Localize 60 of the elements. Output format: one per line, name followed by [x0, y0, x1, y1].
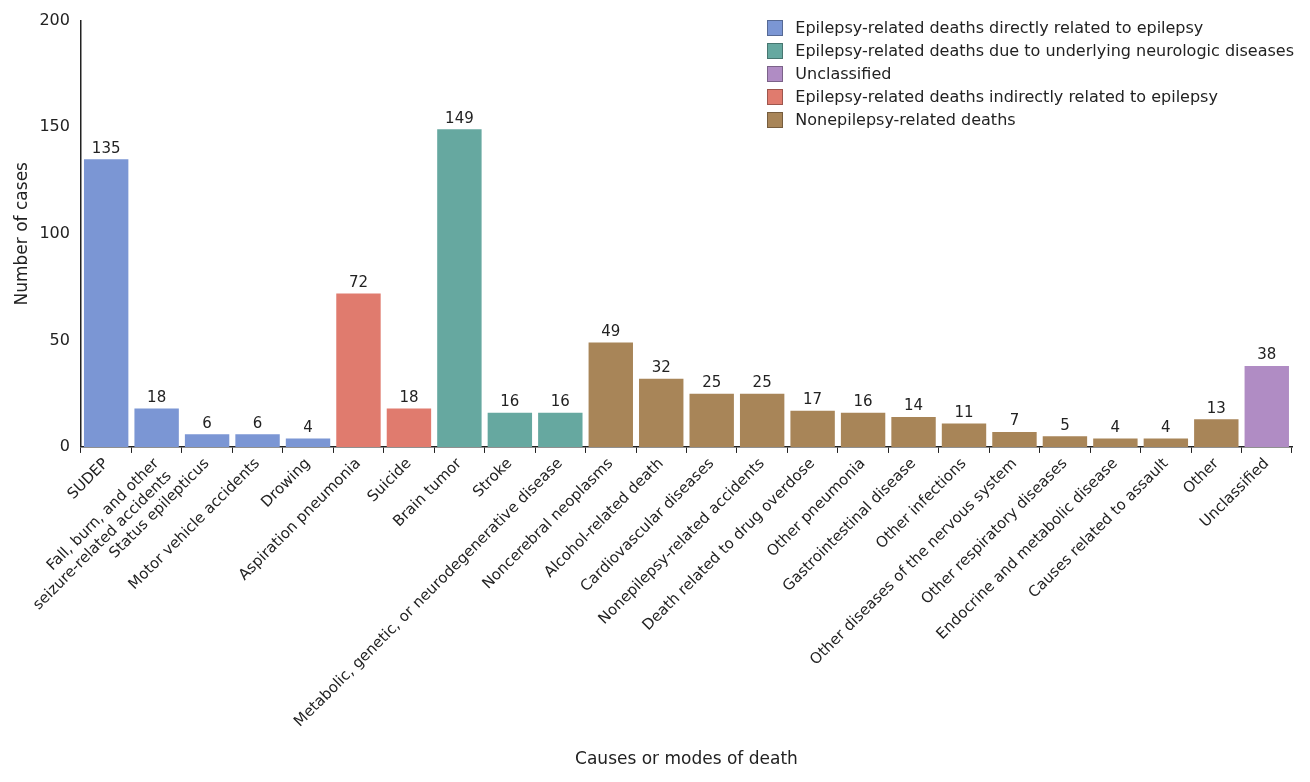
- bar: [1244, 365, 1289, 447]
- bar: [336, 293, 381, 447]
- data-label: 17: [803, 390, 823, 409]
- bar: [1194, 419, 1239, 447]
- bar: [1143, 438, 1189, 447]
- bar: [840, 412, 886, 447]
- data-label: 49: [601, 321, 621, 340]
- bar: [1042, 436, 1088, 447]
- x-axis-title: Causes or modes of death: [575, 748, 798, 769]
- bar: [992, 432, 1037, 447]
- bar: [487, 412, 533, 447]
- bar: [1093, 438, 1138, 447]
- data-label: 32: [651, 358, 671, 377]
- bar: [134, 408, 179, 447]
- bar: [739, 393, 785, 447]
- bar: [437, 129, 482, 447]
- data-label: 16: [500, 392, 520, 411]
- y-tick-label: 0: [59, 436, 70, 456]
- data-label: 4: [303, 417, 313, 436]
- data-label: 11: [954, 402, 974, 421]
- bar: [941, 423, 987, 447]
- legend-label: Unclassified: [795, 63, 892, 85]
- y-axis-title: Number of cases: [10, 161, 31, 306]
- bar: [538, 412, 583, 447]
- bar: [790, 410, 835, 447]
- data-label: 13: [1206, 398, 1226, 417]
- data-label: 25: [752, 373, 772, 392]
- data-label: 18: [147, 387, 167, 406]
- legend-label: Nonepilepsy-related deaths: [795, 109, 1016, 131]
- bar: [891, 417, 936, 447]
- legend-label: Epilepsy-related deaths due to underlying neurologic diseases: [795, 40, 1294, 62]
- data-label: 149: [445, 108, 474, 127]
- data-label: 72: [348, 272, 369, 291]
- data-label: 4: [1110, 417, 1121, 436]
- y-tick-label: 150: [39, 116, 70, 136]
- bar: [639, 378, 684, 447]
- data-label: 5: [1060, 415, 1070, 434]
- data-label: 14: [904, 396, 924, 415]
- bar: [184, 434, 230, 447]
- data-label: 18: [399, 387, 419, 406]
- data-label: 135: [91, 138, 121, 157]
- data-label: 25: [702, 373, 722, 392]
- data-label: 4: [1161, 417, 1171, 436]
- y-tick-label: 200: [39, 9, 70, 29]
- data-label: 6: [202, 413, 212, 432]
- legend-label: Epilepsy-related deaths directly related to epilepsy: [795, 17, 1204, 39]
- bar: [285, 438, 331, 447]
- bar: [689, 393, 734, 447]
- data-label: 38: [1257, 345, 1277, 364]
- bar: [588, 342, 633, 447]
- data-label: 7: [1009, 411, 1020, 430]
- legend-label: Epilepsy-related deaths indirectly related to epilepsy: [795, 86, 1218, 108]
- y-tick-label: 100: [39, 222, 70, 242]
- y-tick-label: 50: [49, 329, 70, 349]
- data-label: 16: [550, 392, 570, 411]
- data-label: 6: [252, 413, 263, 432]
- bar: [386, 408, 432, 447]
- bar: [235, 434, 280, 447]
- bar: [83, 159, 129, 447]
- data-label: 16: [853, 392, 873, 411]
